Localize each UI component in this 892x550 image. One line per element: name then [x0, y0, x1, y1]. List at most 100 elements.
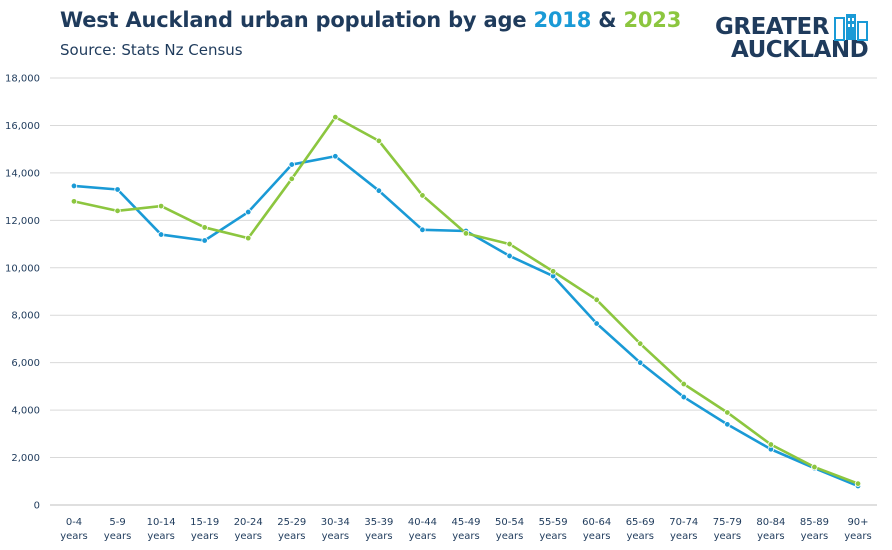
chart-subtitle: Source: Stats Nz Census: [60, 41, 243, 59]
data-point-2023: [724, 409, 731, 416]
x-tick-label: 20-24: [234, 517, 263, 528]
data-point-2023: [593, 296, 600, 304]
x-tick-label-unit: years: [147, 531, 175, 542]
y-axis-ticks: 0 2,000 4,000 6,000 8,000 10,000 12,000 14,000 1…: [5, 74, 40, 512]
x-tick-label: 25-29: [277, 517, 306, 528]
data-point-2018: [332, 153, 339, 160]
data-point-2018: [419, 226, 426, 234]
data-point-2018: [288, 161, 295, 168]
x-tick-label-unit: years: [539, 531, 567, 542]
y-tick-label: 10,000: [5, 263, 40, 274]
data-point-2023: [680, 380, 687, 388]
data-point-2023: [637, 340, 644, 347]
title-year-2018: 2018: [533, 8, 592, 32]
x-tick-label: 30-34: [321, 517, 350, 528]
data-point-2018: [593, 320, 600, 327]
data-point-2023: [114, 207, 121, 215]
x-tick-label: 60-64: [582, 517, 611, 528]
x-tick-label: 35-39: [364, 517, 393, 528]
data-point-2023: [854, 480, 862, 487]
data-point-2018: [724, 421, 731, 428]
series-line-2023: [73, 115, 859, 485]
data-point-2023: [201, 224, 208, 231]
x-tick-label-unit: years: [496, 531, 524, 542]
data-point-2018: [70, 182, 78, 190]
logo-line-2: AUCKLAND: [731, 37, 869, 63]
data-point-2018: [201, 237, 208, 244]
data-point-2023: [419, 192, 426, 199]
title-ampersand: &: [591, 8, 624, 32]
x-tick-label: 50-54: [495, 517, 524, 528]
series-2023: [70, 113, 862, 487]
data-point-2023: [462, 230, 470, 237]
data-point-2023: [332, 113, 339, 121]
gridlines: [50, 77, 877, 506]
y-tick-label: 0: [34, 501, 40, 512]
data-point-2023: [375, 137, 383, 145]
logo-line-1: GREATER: [715, 14, 829, 40]
data-point-2023: [288, 175, 295, 183]
x-tick-label-unit: years: [104, 531, 132, 542]
y-tick-label: 8,000: [11, 311, 40, 322]
x-tick-label-unit: years: [452, 531, 480, 542]
x-tick-label-unit: years: [626, 531, 654, 542]
x-tick-label-unit: years: [409, 531, 437, 542]
x-tick-label-unit: years: [234, 531, 262, 542]
title-prefix: West Auckland urban population by age: [60, 8, 534, 32]
data-point-2023: [767, 441, 775, 448]
city-skyline-icon: [834, 14, 868, 41]
x-tick-label: 40-44: [408, 517, 437, 528]
data-point-2023: [70, 198, 78, 205]
x-tick-label: 5-9: [109, 517, 125, 528]
data-point-2018: [506, 252, 513, 260]
x-axis-ticks: 0-4 years 5-9 years 10-14 years 15-19 years 20-2…: [60, 517, 872, 542]
y-tick-label: 12,000: [5, 216, 40, 227]
data-point-2023: [549, 268, 557, 275]
series-layer: [70, 113, 862, 490]
x-tick-label-unit: years: [278, 531, 306, 542]
y-tick-label: 14,000: [5, 168, 40, 179]
data-point-2018: [245, 208, 252, 216]
y-tick-label: 6,000: [11, 358, 40, 369]
x-tick-label: 80-84: [756, 517, 785, 528]
data-point-2023: [245, 234, 252, 242]
x-tick-label-unit: years: [191, 531, 219, 542]
x-tick-label-unit: years: [844, 531, 872, 542]
x-tick-label-unit: years: [583, 531, 611, 542]
x-tick-label-unit: years: [670, 531, 698, 542]
x-tick-label: 70-74: [669, 517, 698, 528]
y-tick-label: 2,000: [11, 453, 40, 464]
x-tick-label-unit: years: [60, 531, 88, 542]
x-tick-label: 15-19: [190, 517, 219, 528]
x-tick-label-unit: years: [714, 531, 742, 542]
x-tick-label: 0-4: [66, 517, 82, 528]
data-point-2018: [637, 359, 644, 366]
x-tick-label: 85-89: [800, 517, 829, 528]
data-point-2023: [506, 240, 513, 248]
x-tick-label-unit: years: [322, 531, 350, 542]
series-line-2018: [73, 154, 859, 488]
data-point-2023: [157, 202, 165, 210]
data-point-2018: [680, 393, 687, 401]
x-tick-label-unit: years: [365, 531, 393, 542]
x-tick-label-unit: years: [757, 531, 785, 542]
x-tick-label: 10-14: [147, 517, 176, 528]
x-tick-label: 90+: [847, 517, 868, 528]
series-2018: [70, 153, 862, 490]
x-tick-label: 65-69: [626, 517, 655, 528]
x-tick-label-unit: years: [801, 531, 829, 542]
data-point-2018: [114, 186, 121, 193]
x-tick-label: 55-59: [539, 517, 568, 528]
data-point-2023: [811, 463, 818, 471]
greater-auckland-logo: GREATER AUCKLAND: [713, 14, 883, 64]
chart-title: West Auckland urban population by age 20…: [60, 8, 681, 32]
y-tick-label: 16,000: [5, 121, 40, 132]
y-tick-label: 18,000: [5, 74, 40, 85]
x-tick-label: 75-79: [713, 517, 742, 528]
x-tick-label: 45-49: [451, 517, 480, 528]
title-year-2023: 2023: [623, 8, 682, 32]
y-tick-label: 4,000: [11, 406, 40, 417]
data-point-2018: [157, 231, 165, 238]
data-point-2018: [375, 187, 383, 194]
